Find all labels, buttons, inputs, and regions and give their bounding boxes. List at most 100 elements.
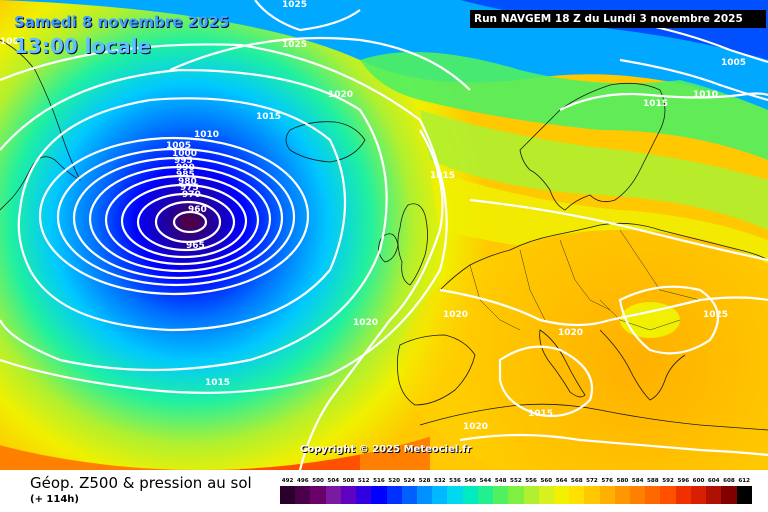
border-ukraine: [619, 229, 701, 301]
isobar-label: 1005: [166, 141, 191, 151]
legend-swatch: [630, 486, 646, 504]
isobar-1010-north: [619, 58, 768, 102]
isobar-label: 1020: [353, 318, 378, 328]
legend-swatch: [614, 486, 631, 504]
isobars: [0, 0, 768, 471]
legend-level-label: 520: [388, 478, 400, 484]
isobar-1015-italy: [498, 345, 594, 418]
legend-swatch: [356, 486, 372, 504]
legend-swatch: [721, 486, 737, 504]
scandinavia-coast: [519, 82, 666, 211]
isobar-label: 965: [186, 241, 205, 251]
isobar-960: [172, 210, 208, 234]
isobar-975: [120, 183, 248, 259]
north-africa-coast: [419, 403, 768, 431]
isobar-995: [56, 147, 296, 287]
legend-level-label: 504: [327, 478, 340, 484]
legend-swatch: [675, 486, 691, 504]
balkan-coast: [599, 329, 686, 401]
legend-level-label: 540: [464, 478, 477, 484]
legend-level-label: 608: [723, 478, 735, 484]
forecast-hour: (+ 114h): [30, 494, 79, 505]
legend-level-label: 564: [555, 478, 568, 484]
legend-swatch: [523, 486, 539, 504]
isobar-1005: [17, 97, 347, 332]
legend-swatch: [432, 486, 448, 504]
north-europe-coast: [439, 222, 768, 291]
legend-swatch: [280, 486, 296, 504]
isobar-1025-balkan: [618, 285, 720, 355]
legend-level-label: 592: [662, 478, 674, 484]
legend-level-label: 612: [738, 478, 751, 484]
legend-swatches: [280, 486, 752, 504]
isobar-label: 1015: [256, 112, 281, 122]
isobar-labels: 1025 1025 1005 1020 1015 1010 1005 1000 …: [0, 0, 746, 432]
isobar-label: 1010: [194, 130, 219, 140]
isobar-label: 1015: [643, 99, 668, 109]
legend-level-label: 496: [296, 478, 309, 484]
isobar-1000: [38, 136, 310, 296]
legend-swatch: [645, 486, 661, 504]
isobar-label: 985: [176, 170, 195, 180]
legend-level-label: 532: [433, 478, 446, 484]
border-poland: [559, 239, 611, 311]
valid-time: 13:00 locale: [14, 34, 151, 58]
legend-level-label: 596: [677, 478, 690, 484]
legend-level-label: 492: [281, 478, 294, 484]
legend-level-label: 560: [540, 478, 553, 484]
legend-swatch: [706, 486, 722, 504]
legend-level-label: 604: [707, 478, 720, 484]
legend-swatch: [477, 486, 494, 504]
isobar-990: [72, 156, 284, 280]
low-center: [180, 215, 200, 229]
legend-level-label: 536: [449, 478, 461, 484]
legend-level-label: 528: [418, 478, 431, 484]
isobar-label: 1025: [703, 310, 728, 320]
legend-swatch: [325, 486, 341, 504]
legend-swatch: [295, 486, 311, 504]
isobar-1015-scandinavia: [559, 92, 768, 111]
weather-map: 1025 1025 1005 1020 1015 1010 1005 1000 …: [0, 0, 768, 490]
border-romania: [599, 299, 681, 331]
legend-swatch: [340, 486, 357, 504]
legend-level-label: 588: [647, 478, 659, 484]
legend-level-label: 500: [312, 478, 324, 484]
isobar-1015: [0, 43, 448, 394]
isobar-label: 1015: [430, 171, 455, 181]
legend-level-label: 568: [570, 478, 583, 484]
scandinavia-green-band: [360, 52, 768, 160]
legend-swatch: [310, 486, 326, 504]
legend-level-label: 572: [586, 478, 598, 484]
isobar-1020-central: [439, 288, 768, 327]
legend-swatch: [599, 486, 615, 504]
isobar-985: [88, 165, 272, 273]
legend-level-label: 552: [510, 478, 522, 484]
isobar-1020-africa: [459, 433, 768, 457]
legend-level-label: 524: [403, 478, 416, 484]
isobar-label: 1015: [528, 409, 553, 419]
isobar-label: 1020: [558, 328, 583, 338]
product-title: Géop. Z500 & pression au sol: [30, 474, 252, 492]
isobar-1020-europe: [469, 198, 768, 262]
isobar-1010: [0, 68, 388, 372]
isobar-label: 1025: [282, 40, 307, 50]
legend-swatch: [660, 486, 676, 504]
legend-level-label: 556: [525, 478, 537, 484]
isobar-label: 1025: [282, 0, 307, 10]
legend-level-label: 548: [494, 478, 507, 484]
legend-level-label: 516: [373, 478, 385, 484]
ireland-coast: [378, 233, 399, 263]
isobar-1020-north: [169, 36, 471, 91]
iceland-coast: [285, 121, 366, 163]
legend-swatch: [538, 486, 554, 504]
isobar-label: 1005: [721, 58, 746, 68]
isobar-label: 990: [176, 163, 195, 173]
isobar-label: 1005: [0, 37, 25, 47]
legend-swatch: [371, 486, 387, 504]
europe-yellowgreen-band: [420, 110, 768, 230]
balkan-yellow-spot: [620, 302, 680, 338]
isobar-label: 960: [188, 205, 207, 215]
valid-date: Samedi 8 novembre 2025: [14, 13, 230, 31]
isobar-965: [154, 200, 222, 244]
legend-swatch: [447, 486, 463, 504]
